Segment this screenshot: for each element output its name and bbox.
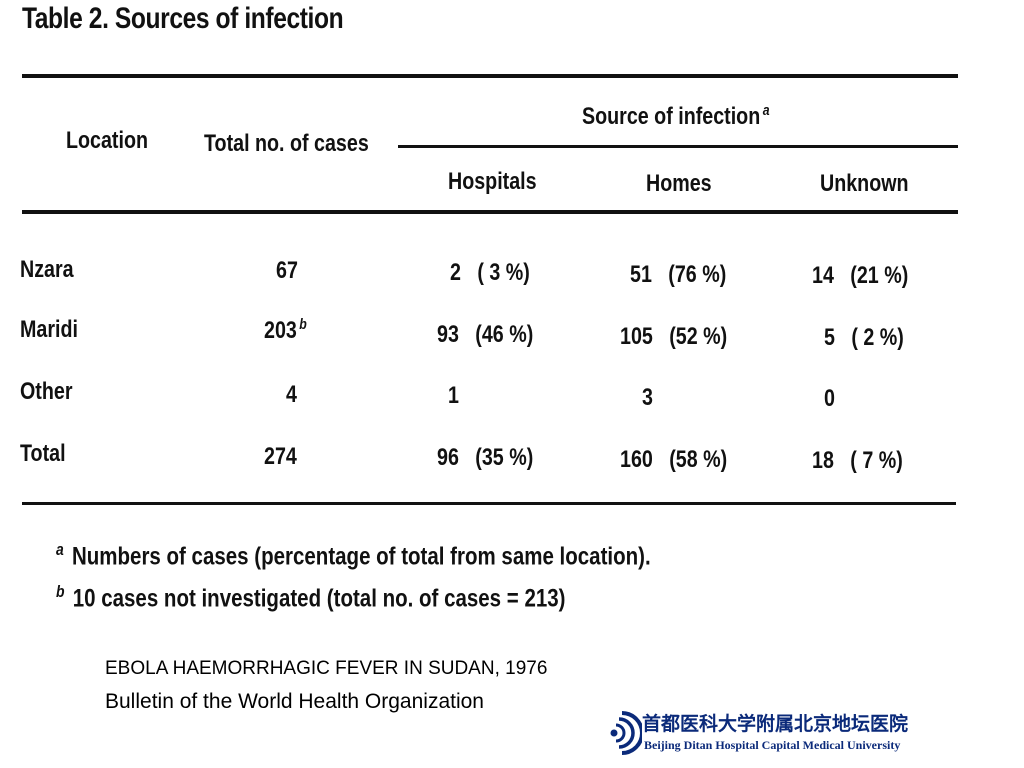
row-hospitals: 93 (46 %) bbox=[437, 321, 534, 348]
header-bottom-rule bbox=[22, 210, 958, 214]
hospital-name-chinese: 首都医科大学附属北京地坛医院 bbox=[642, 713, 909, 735]
hospital-logo: 首都医科大学附属北京地坛医院 Beijing Ditan Hospital Ca… bbox=[600, 708, 940, 758]
table-title: Table 2. Sources of infection bbox=[22, 2, 344, 35]
row-total: 67 bbox=[276, 257, 298, 284]
footnote-b: b 10 cases not investigated (total no. of… bbox=[56, 582, 566, 613]
row-total: 203 b bbox=[264, 316, 307, 344]
header-location: Location bbox=[66, 127, 148, 154]
slide-caption-title: EBOLA HAEMORRHAGIC FEVER IN SUDAN, 1976 bbox=[105, 658, 548, 679]
hospital-emblem-icon bbox=[610, 711, 642, 755]
row-location: Total bbox=[20, 440, 66, 467]
row-unknown: 14 (21 %) bbox=[812, 262, 909, 289]
header-unknown: Unknown bbox=[820, 170, 909, 197]
row-total: 4 bbox=[286, 381, 297, 408]
row-hospitals: 96 (35 %) bbox=[437, 444, 534, 471]
header-source-of-infection: Source of infection a bbox=[582, 102, 770, 131]
header-homes: Homes bbox=[646, 170, 712, 197]
row-homes: 51 (76 %) bbox=[630, 261, 727, 288]
hospital-name-english: Beijing Ditan Hospital Capital Medical U… bbox=[644, 738, 901, 752]
row-homes: 160 (58 %) bbox=[620, 446, 728, 473]
slide-caption-source: Bulletin of the World Health Organizatio… bbox=[105, 690, 484, 713]
row-hospitals: 1 bbox=[448, 382, 459, 409]
row-hospitals: 2 ( 3 %) bbox=[450, 259, 530, 286]
row-unknown: 18 ( 7 %) bbox=[812, 447, 903, 474]
source-group-rule bbox=[398, 145, 958, 148]
table-bottom-rule bbox=[22, 502, 956, 505]
header-source-label: Source of infection bbox=[582, 103, 761, 130]
header-total-cases: Total no. of cases bbox=[204, 130, 369, 157]
footnote-marker-a: a bbox=[762, 102, 770, 119]
row-total: 274 bbox=[264, 443, 297, 470]
row-homes: 3 bbox=[642, 384, 653, 411]
row-location: Nzara bbox=[20, 256, 74, 283]
row-location: Maridi bbox=[20, 316, 78, 343]
row-homes: 105 (52 %) bbox=[620, 323, 728, 350]
row-unknown: 5 ( 2 %) bbox=[824, 324, 904, 351]
top-rule bbox=[22, 74, 958, 78]
row-unknown: 0 bbox=[824, 385, 835, 412]
header-hospitals: Hospitals bbox=[448, 168, 537, 195]
footnote-a: a Numbers of cases (percentage of total f… bbox=[56, 540, 651, 571]
row-location: Other bbox=[20, 378, 73, 405]
